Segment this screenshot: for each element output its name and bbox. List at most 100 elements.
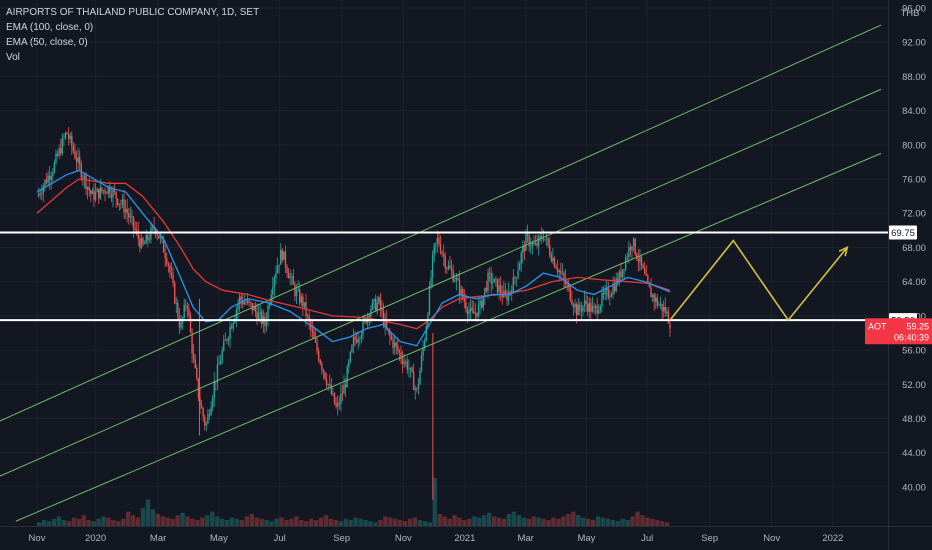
candle-body: [506, 295, 508, 301]
volume-bar: [205, 515, 210, 526]
legend-ema50: EMA (50, close, 0): [6, 37, 88, 48]
candle-body: [93, 190, 95, 200]
candle-body: [651, 294, 654, 298]
candle-body: [613, 285, 616, 292]
candle-body: [490, 272, 492, 284]
volume-bar: [531, 516, 536, 526]
ema50-line: [36, 169, 671, 347]
volume-bar: [111, 520, 116, 526]
candle-body: [124, 208, 127, 213]
candle-body: [56, 153, 59, 156]
price-tick-label: 76.00: [902, 175, 926, 186]
candle-body: [379, 297, 382, 309]
candle-body: [88, 186, 90, 191]
volume-bar: [635, 511, 640, 526]
candle-body: [148, 239, 151, 241]
candle-body: [232, 322, 234, 329]
candle-body: [321, 363, 323, 370]
candle-body: [223, 340, 225, 351]
candle-body: [319, 360, 321, 364]
volume-bar: [56, 516, 62, 526]
candle-body: [50, 176, 52, 180]
candle-body: [158, 235, 160, 239]
candle-body: [205, 423, 208, 426]
candle-body: [186, 305, 189, 309]
candle-body: [237, 304, 239, 310]
candle-body: [39, 193, 41, 195]
candle-body: [325, 379, 328, 386]
candle-body: [593, 306, 595, 308]
candle-body: [528, 235, 530, 247]
volume-bar: [338, 521, 344, 526]
candle-body: [139, 238, 141, 248]
candle-body: [224, 339, 227, 341]
candle-body: [216, 364, 219, 383]
candle-body: [568, 284, 570, 287]
candle-body: [555, 266, 557, 269]
candle-body: [235, 309, 238, 319]
candle-body: [238, 296, 241, 305]
candle-body: [409, 367, 412, 370]
candle-body: [226, 339, 228, 341]
candle-body: [63, 137, 65, 139]
candle-body: [424, 340, 426, 348]
candle-body: [85, 175, 87, 190]
candle-body: [284, 251, 287, 267]
candle-body: [308, 315, 310, 322]
candle-body: [465, 301, 467, 310]
candle-body: [549, 245, 551, 256]
candle-body: [135, 229, 138, 231]
candle-body: [571, 300, 573, 305]
candle-body: [120, 203, 122, 205]
candle-body: [384, 319, 386, 326]
volume-bar: [116, 521, 121, 526]
candle-body: [275, 272, 277, 278]
candle-body: [662, 306, 665, 312]
candle-body: [161, 237, 163, 240]
candle-body: [86, 186, 89, 190]
candle-body: [343, 384, 345, 394]
candle-body: [582, 305, 584, 312]
candle-body: [610, 294, 613, 297]
volume-bar: [200, 517, 205, 526]
candle-body: [522, 245, 524, 254]
volume-bar: [526, 518, 531, 526]
volume-bar: [284, 520, 289, 526]
candle-body: [450, 268, 453, 271]
candle-body: [272, 287, 274, 295]
candle-body: [338, 402, 340, 404]
last-price-symbol: AOT: [868, 321, 887, 331]
candle-body: [66, 132, 68, 135]
time-tick-label: Sep: [333, 533, 350, 544]
volume-bar: [66, 521, 72, 526]
candle-body: [74, 151, 76, 159]
candle-body: [166, 258, 168, 264]
volume-bar: [472, 516, 477, 526]
candle-body: [80, 164, 83, 178]
candle-body: [408, 369, 410, 371]
candle-body: [511, 290, 513, 293]
volume-bar: [318, 517, 324, 526]
candle-body: [449, 265, 451, 269]
candle-body: [188, 308, 190, 316]
volume-bar: [580, 517, 586, 526]
candle-body: [194, 358, 196, 368]
candle-body: [414, 388, 416, 390]
candle-body: [533, 243, 535, 245]
volume-bar: [665, 522, 670, 526]
candle-body: [514, 277, 516, 279]
candle-body: [498, 285, 500, 293]
candle-body: [626, 256, 628, 258]
volume-bar: [630, 516, 635, 526]
volume-bar: [442, 516, 447, 526]
candle-body: [109, 186, 111, 195]
volume-bar: [91, 521, 96, 526]
volume-bar: [294, 516, 299, 526]
volume-bar: [101, 516, 106, 526]
candle-body: [606, 288, 608, 291]
time-tick-label: 2020: [85, 533, 106, 544]
volume-bar: [279, 517, 284, 526]
candle-body: [640, 256, 643, 266]
volume-bar: [185, 516, 190, 526]
